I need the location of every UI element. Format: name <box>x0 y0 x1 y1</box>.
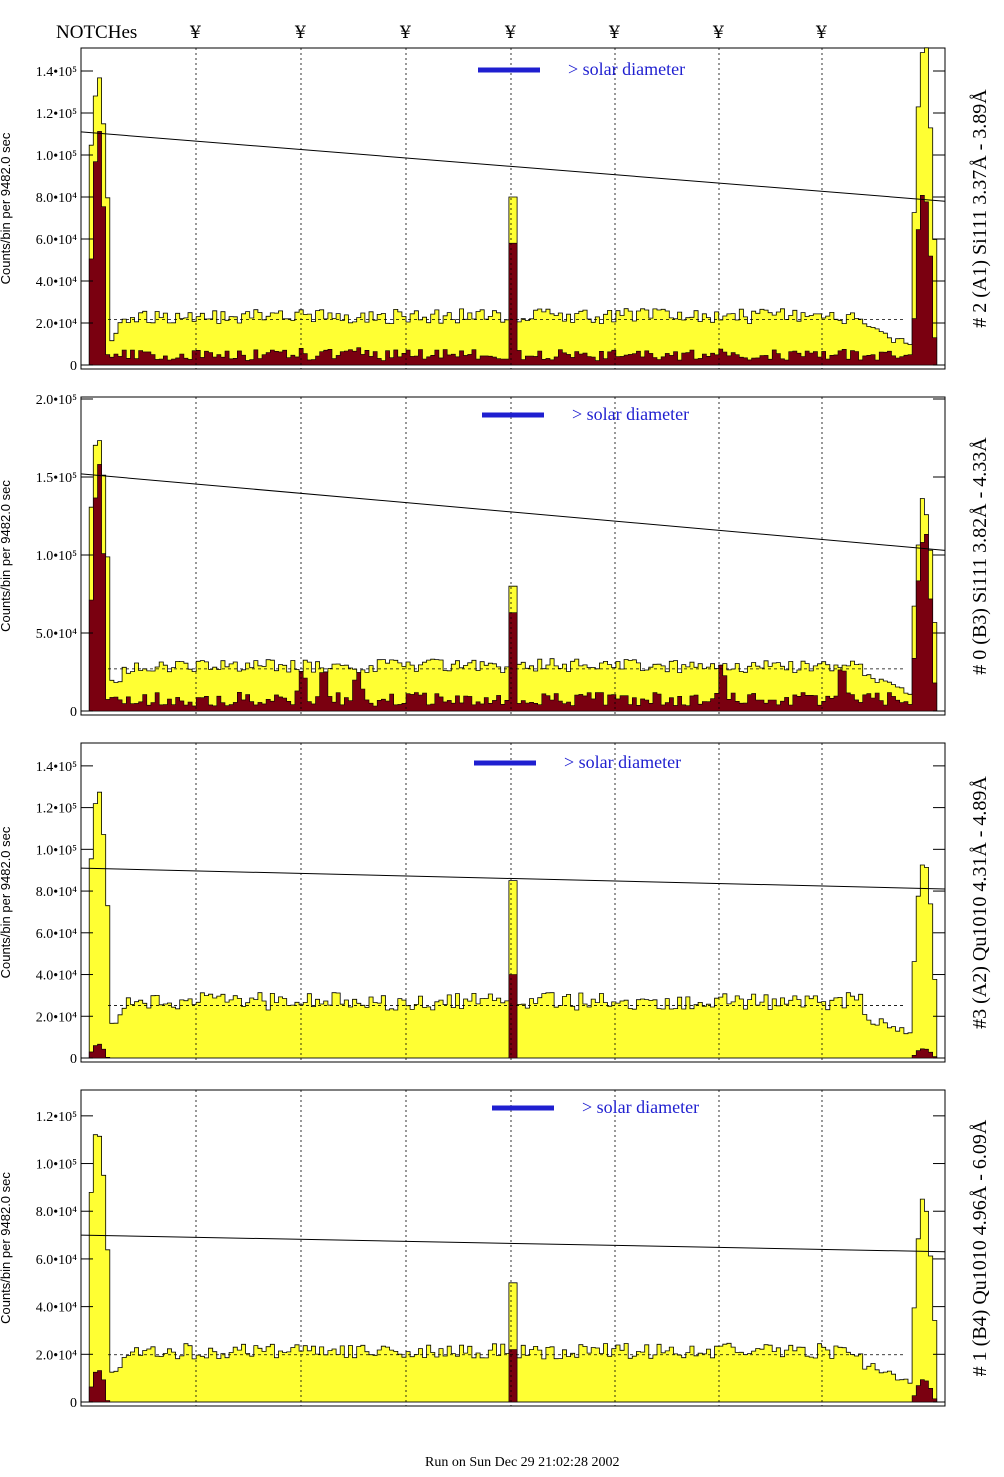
ytick-label: 2.0•10⁴ <box>36 1010 77 1025</box>
notch-marker-1: ¥ <box>189 23 201 43</box>
yellow-histogram-series <box>81 1134 945 1403</box>
ytick-label: 0 <box>70 359 77 374</box>
ytick-label: 2.0•10⁵ <box>36 393 77 408</box>
ytick-label: 4.0•10⁴ <box>36 969 77 984</box>
y-axis-label: Counts/bin per 9482.0 sec <box>0 480 13 632</box>
panel-label: # 1 (B4) Qu1010 4.96Å - 6.09Å <box>969 1119 991 1376</box>
ytick-label: 4.0•10⁴ <box>36 275 77 290</box>
red-histogram-series <box>81 464 945 712</box>
ytick-label: 1.2•10⁵ <box>36 107 77 122</box>
notch-marker-7: ¥ <box>815 23 827 43</box>
notch-marker-4: ¥ <box>504 23 516 43</box>
panel-B4: 0 2.0•10⁴ 4.0•10⁴ 6.0•10⁴ 8.0•10⁴ 1.0•10⁵ 1.2•… <box>0 1089 991 1411</box>
notch-marker-6: ¥ <box>712 23 724 43</box>
red-histogram-series <box>81 974 945 1059</box>
ytick-label: 1.0•10⁵ <box>36 1158 77 1173</box>
reference-line <box>80 867 946 890</box>
y-axis-label: Counts/bin per 9482.0 sec <box>0 1172 13 1324</box>
footer-timestamp: Run on Sun Dec 29 21:02:28 2002 <box>425 1455 619 1470</box>
notch-marker-2: ¥ <box>294 23 306 43</box>
ytick-label: 2.0•10⁴ <box>36 1348 77 1363</box>
red-histogram-series <box>81 131 945 366</box>
panels: 0 2.0•10⁴ 4.0•10⁴ 6.0•10⁴ 8.0•10⁴ 1.0•10⁵ 1.2•… <box>0 47 991 1411</box>
ytick-label: 6.0•10⁴ <box>36 927 77 942</box>
ytick-label: 6.0•10⁴ <box>36 1253 77 1268</box>
ytick-label: 0 <box>70 705 77 720</box>
panel-label: # 2 (A1) Si111 3.37Å - 3.89Å <box>969 89 991 328</box>
notch-marker-5: ¥ <box>608 23 620 43</box>
solar-diameter-label: > solar diameter <box>582 1097 699 1117</box>
ytick-label: 0 <box>70 1052 77 1067</box>
ytick-label: 8.0•10⁴ <box>36 1205 77 1220</box>
reference-line <box>80 131 946 202</box>
ytick-label: 1.0•10⁵ <box>36 549 77 564</box>
ytick-label: 1.0•10⁵ <box>36 843 77 858</box>
yellow-histogram-series <box>81 47 945 366</box>
ytick-label: 0 <box>70 1396 77 1411</box>
notches-label: NOTCHes <box>56 22 137 43</box>
ytick-label: 1.4•10⁵ <box>36 760 77 775</box>
ytick-label: 8.0•10⁴ <box>36 885 77 900</box>
panel-label: #3 (A2) Qu1010 4.31Å - 4.89Å <box>969 776 991 1029</box>
ytick-label: 1.0•10⁵ <box>36 149 77 164</box>
yellow-histogram-series <box>81 791 945 1059</box>
ytick-label: 1.2•10⁵ <box>36 802 77 817</box>
y-axis-label: Counts/bin per 9482.0 sec <box>0 826 13 978</box>
ytick-label: 8.0•10⁴ <box>36 191 77 206</box>
notch-markers: ¥ ¥ ¥ ¥ ¥ ¥ ¥ <box>189 23 827 43</box>
ytick-label: 1.5•10⁵ <box>36 471 77 486</box>
solar-diameter-label: > solar diameter <box>568 59 685 79</box>
notch-marker-3: ¥ <box>399 23 411 43</box>
ytick-label: 1.4•10⁵ <box>36 65 77 80</box>
panel-A2: 0 2.0•10⁴ 4.0•10⁴ 6.0•10⁴ 8.0•10⁴ 1.0•10⁵ 1.2•… <box>0 742 991 1067</box>
ytick-label: 2.0•10⁴ <box>36 317 77 332</box>
panel-A1: 0 2.0•10⁴ 4.0•10⁴ 6.0•10⁴ 8.0•10⁴ 1.0•10⁵ 1.2•… <box>0 47 991 374</box>
ytick-label: 6.0•10⁴ <box>36 233 77 248</box>
ytick-label: 1.2•10⁵ <box>36 1110 77 1125</box>
red-histogram-series <box>81 1349 945 1403</box>
solar-diameter-label: > solar diameter <box>572 404 689 424</box>
panel-label: # 0 (B3) Si111 3.82Å - 4.33Å <box>969 437 991 675</box>
panel-B3: 0 5.0•10⁴ 1.0•10⁵ 1.5•10⁵ 2.0•10⁵ Counts/bin … <box>0 393 991 720</box>
y-axis-label: Counts/bin per 9482.0 sec <box>0 132 13 284</box>
reference-line <box>80 473 946 551</box>
reference-line <box>80 1234 946 1253</box>
ytick-label: 4.0•10⁴ <box>36 1301 77 1316</box>
ytick-label: 5.0•10⁴ <box>36 627 77 642</box>
solar-diameter-label: > solar diameter <box>564 752 681 772</box>
